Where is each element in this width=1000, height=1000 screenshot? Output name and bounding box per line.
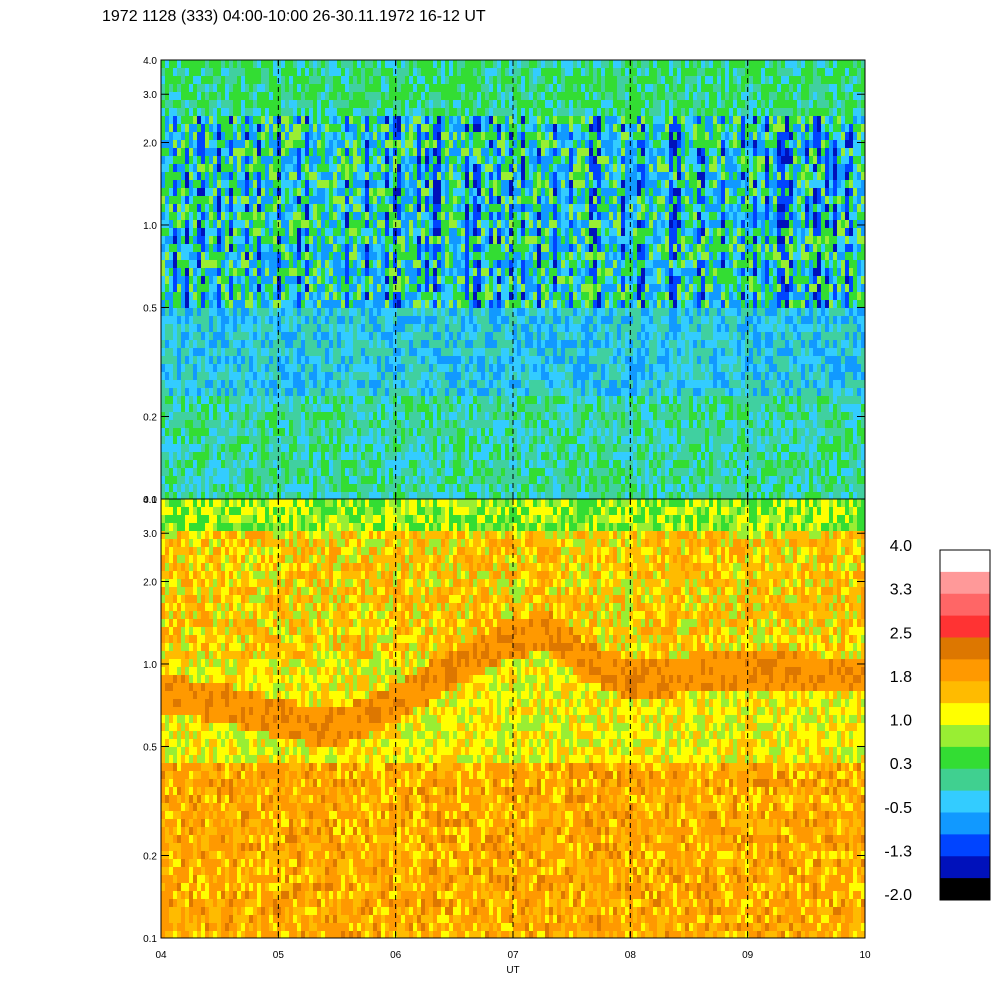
colorbar-label: 2.5 <box>890 625 912 642</box>
x-tick-label: 05 <box>273 950 285 961</box>
colorbar-label: -2.0 <box>884 887 912 904</box>
y-tick-label: 3.0 <box>143 529 157 540</box>
y-tick-label: 2.0 <box>143 577 157 588</box>
x-tick-label: 08 <box>625 950 637 961</box>
colorbar-swatch <box>940 768 990 792</box>
colorbar-label: 1.8 <box>890 669 912 686</box>
y-tick-label: 4.0 <box>143 56 157 67</box>
colorbar-swatch <box>940 812 990 835</box>
x-tick-label: 09 <box>742 950 754 961</box>
top-panel: 4.0 3.0 2.0 1.0 0.5 0.2 0.1 <box>143 56 866 506</box>
y-tick-label: 0.5 <box>143 742 157 753</box>
axes: 04 05 06 07 08 09 10 UT <box>155 950 871 976</box>
colorbar-label: 3.3 <box>890 582 912 599</box>
colorbar-swatch <box>940 834 990 857</box>
x-tick-label: 07 <box>507 950 519 961</box>
colorbar-swatch <box>940 703 990 726</box>
colorbar: 4.0 3.3 2.5 1.8 1.0 0.3 -0.5 -1.3 -2.0 <box>884 538 991 904</box>
colorbar-swatch <box>940 856 990 879</box>
colorbar-label: 4.0 <box>890 538 912 555</box>
y-tick-label: 0.5 <box>143 303 157 314</box>
colorbar-swatch <box>940 790 990 813</box>
y-tick-label: 3.0 <box>143 90 157 101</box>
colorbar-label: 0.3 <box>890 756 912 773</box>
colorbar-label: -0.5 <box>884 800 912 817</box>
colorbar-label: 1.0 <box>890 713 912 730</box>
colorbar-swatch <box>940 593 990 617</box>
y-tick-label: 1.0 <box>143 660 157 671</box>
y-tick-label: 0.1 <box>143 495 157 506</box>
colorbar-swatch <box>940 637 990 660</box>
colorbar-swatch <box>940 681 990 704</box>
colorbar-swatch <box>940 615 990 638</box>
x-tick-label: 10 <box>859 950 871 961</box>
colorbar-swatch <box>940 746 990 770</box>
colorbar-swatch <box>940 725 990 748</box>
y-tick-label: 4.0 <box>143 495 157 506</box>
y-tick-label: 0.2 <box>143 413 157 424</box>
chart-title: 1972 1128 (333) 04:00-10:00 26-30.11.197… <box>102 8 486 25</box>
y-tick-label: 2.0 <box>143 138 157 149</box>
x-tick-label: 04 <box>155 950 167 961</box>
y-tick-label: 0.1 <box>143 934 157 945</box>
colorbar-swatch <box>940 571 990 595</box>
bottom-panel: 4.0 3.0 2.0 1.0 0.5 0.2 0.1 <box>143 495 866 945</box>
colorbar-frame <box>939 549 991 901</box>
y-tick-label: 1.0 <box>143 221 157 232</box>
colorbar-swatch <box>940 550 990 573</box>
y-tick-label: 0.2 <box>143 852 157 863</box>
x-tick-label: 06 <box>390 950 402 961</box>
x-axis-label: UT <box>506 965 519 976</box>
colorbar-swatch <box>940 878 990 901</box>
colorbar-swatch <box>940 659 990 682</box>
colorbar-label: -1.3 <box>884 843 912 860</box>
